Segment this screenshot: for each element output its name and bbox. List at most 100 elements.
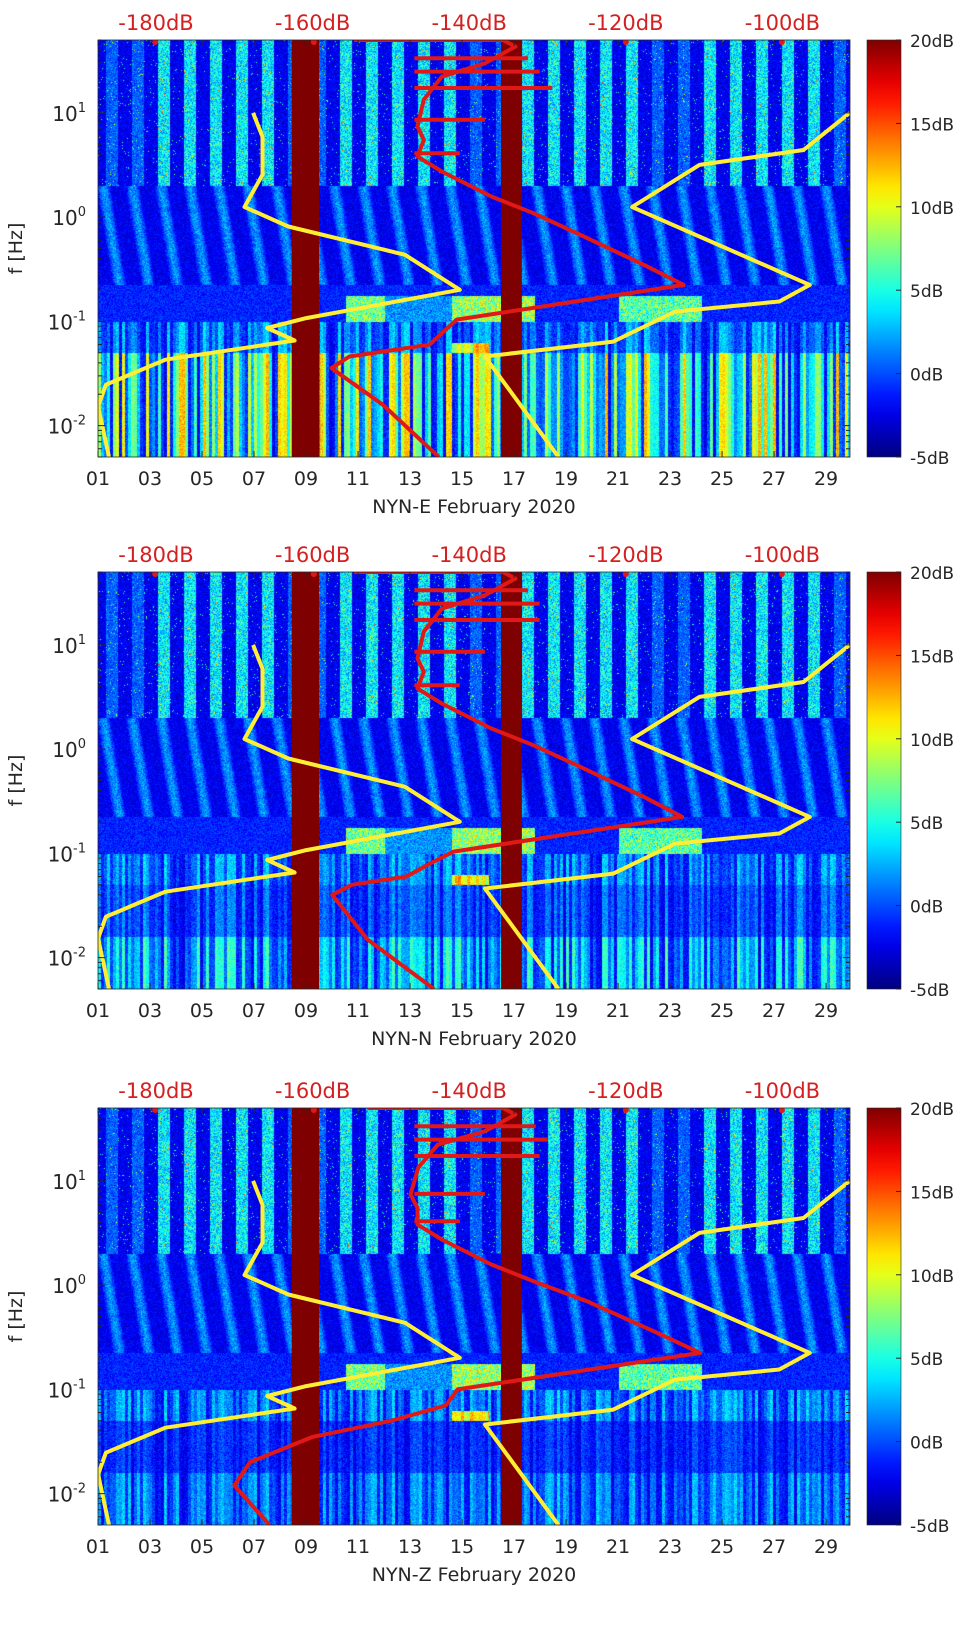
x-tick-label: 25 bbox=[710, 1536, 734, 1558]
series-line-low-noise-model bbox=[98, 112, 462, 457]
y-tick-label: 10-2 bbox=[48, 414, 86, 439]
x-tick-label: 09 bbox=[294, 1536, 318, 1558]
x-tick-label: 29 bbox=[814, 1000, 838, 1022]
y-axis-label: f [Hz] bbox=[5, 223, 27, 275]
series-line-high-noise-model bbox=[482, 111, 850, 457]
y-tick-label: 10-1 bbox=[48, 309, 86, 334]
x-tick-label: 25 bbox=[710, 1000, 734, 1022]
event-marker bbox=[778, 1108, 785, 1113]
colorbar bbox=[866, 571, 902, 990]
colorbar-label: 5dB bbox=[910, 282, 943, 302]
event-marker bbox=[778, 572, 785, 577]
x-tick-label: 15 bbox=[450, 468, 474, 490]
colorbar-label: 15dB bbox=[910, 1183, 954, 1203]
y-tick-label: 101 bbox=[52, 101, 86, 126]
data-gap-bar bbox=[291, 1108, 320, 1525]
top-db-label: -120dB bbox=[588, 11, 663, 35]
top-db-label: -140dB bbox=[431, 1079, 506, 1103]
x-tick-label: 01 bbox=[86, 1000, 110, 1022]
x-axis-label: NYN-Z February 2020 bbox=[372, 1564, 577, 1586]
y-tick-exponent: 0 bbox=[78, 1273, 86, 1288]
top-db-label: -100dB bbox=[745, 11, 820, 35]
y-tick-exponent: -2 bbox=[73, 1482, 86, 1497]
y-tick-base: 10 bbox=[52, 1274, 77, 1298]
y-tick-exponent: 0 bbox=[78, 737, 86, 752]
y-tick-exponent: 1 bbox=[78, 1169, 86, 1184]
series-group bbox=[98, 40, 850, 457]
top-db-label: -120dB bbox=[588, 1079, 663, 1103]
plot-frame bbox=[97, 1107, 851, 1526]
plot-frame bbox=[97, 571, 851, 990]
x-axis-label: NYN-E February 2020 bbox=[372, 496, 576, 518]
spectrogram-panel-east: 01 03 05 07 09 11 13 15 17 19 21 23 25 27 29 101 100 10-1… bbox=[0, 11, 962, 573]
spectrogram-panel-vertical: 01 03 05 07 09 11 13 15 17 19 21 23 25 27 29 101 100 10-1… bbox=[0, 1079, 962, 1641]
series-line-low-noise-model bbox=[98, 1180, 462, 1525]
colorbar bbox=[866, 39, 902, 458]
y-tick-base: 10 bbox=[52, 1170, 77, 1194]
series-line-low-noise-model bbox=[98, 644, 462, 989]
chart-overlay: 01 03 05 07 09 11 13 15 17 19 21 23 25 27 2910110010-1… bbox=[5, 1079, 954, 1586]
colorbar-label: 20dB bbox=[910, 564, 954, 584]
top-db-label: -100dB bbox=[745, 1079, 820, 1103]
chart-overlay: 01 03 05 07 09 11 13 15 17 19 21 23 25 27 2910110010-1… bbox=[5, 11, 954, 518]
colorbar-label: 15dB bbox=[910, 115, 954, 135]
colorbar-label: 15dB bbox=[910, 647, 954, 667]
x-tick-label: 21 bbox=[606, 1000, 630, 1022]
y-tick-base: 10 bbox=[52, 206, 77, 230]
y-tick-exponent: 1 bbox=[78, 101, 86, 116]
colorbar-label: 0dB bbox=[910, 366, 943, 386]
chart-overlay: 01 03 05 07 09 11 13 15 17 19 21 23 25 27 2910110010-1… bbox=[5, 543, 954, 1050]
colorbar-label: 5dB bbox=[910, 814, 943, 834]
x-tick-label: 13 bbox=[398, 468, 422, 490]
y-tick-base: 10 bbox=[52, 102, 77, 126]
y-tick-base: 10 bbox=[48, 842, 73, 866]
y-tick-base: 10 bbox=[48, 1378, 73, 1402]
x-tick-label: 05 bbox=[190, 1536, 214, 1558]
y-tick-exponent: 1 bbox=[78, 633, 86, 648]
colorbar-label: 10dB bbox=[910, 199, 954, 219]
x-tick-label: 23 bbox=[658, 1536, 682, 1558]
x-tick-label: 25 bbox=[710, 468, 734, 490]
series-line-high-noise-model bbox=[482, 643, 850, 989]
colorbar-label: 10dB bbox=[910, 1267, 954, 1287]
x-tick-label: 03 bbox=[138, 468, 162, 490]
x-tick-label: 23 bbox=[658, 468, 682, 490]
x-tick-label: 05 bbox=[190, 1000, 214, 1022]
y-tick-exponent: 0 bbox=[78, 205, 86, 220]
x-tick-label: 13 bbox=[398, 1536, 422, 1558]
x-tick-label: 29 bbox=[814, 1536, 838, 1558]
top-db-label: -140dB bbox=[431, 11, 506, 35]
x-tick-label: 21 bbox=[606, 468, 630, 490]
y-tick-exponent: -1 bbox=[73, 1377, 86, 1392]
event-marker bbox=[152, 1108, 159, 1113]
y-axis-label: f [Hz] bbox=[5, 1291, 27, 1343]
top-db-label: -160dB bbox=[275, 1079, 350, 1103]
colorbar bbox=[866, 1107, 902, 1526]
x-tick-label: 13 bbox=[398, 1000, 422, 1022]
event-marker bbox=[622, 1108, 629, 1113]
colorbar-label: 20dB bbox=[910, 1100, 954, 1120]
x-tick-label: 17 bbox=[502, 1000, 526, 1022]
top-db-label: -160dB bbox=[275, 11, 350, 35]
x-tick-label: 01 bbox=[86, 468, 110, 490]
colorbar-label: -5dB bbox=[910, 449, 949, 469]
colorbar-label: -5dB bbox=[910, 1517, 949, 1537]
spectrogram-panel-north: 01 03 05 07 09 11 13 15 17 19 21 23 25 27 29 101 100 10-1… bbox=[0, 543, 962, 1105]
colorbar-label: 0dB bbox=[910, 1434, 943, 1454]
event-marker bbox=[152, 572, 159, 577]
y-tick-exponent: -1 bbox=[73, 309, 86, 324]
y-tick-base: 10 bbox=[52, 738, 77, 762]
x-tick-label: 01 bbox=[86, 1536, 110, 1558]
y-tick-base: 10 bbox=[48, 415, 73, 439]
colorbar-label: 0dB bbox=[910, 898, 943, 918]
x-tick-label: 21 bbox=[606, 1536, 630, 1558]
top-db-label: -180dB bbox=[118, 1079, 193, 1103]
y-tick-label: 10-1 bbox=[48, 841, 86, 866]
data-gap-bar bbox=[291, 572, 320, 989]
x-tick-label: 19 bbox=[554, 1536, 578, 1558]
y-tick-exponent: -2 bbox=[73, 414, 86, 429]
x-tick-label: 27 bbox=[762, 1536, 786, 1558]
y-tick-label: 100 bbox=[52, 737, 86, 762]
x-tick-label: 27 bbox=[762, 468, 786, 490]
y-tick-label: 100 bbox=[52, 205, 86, 230]
